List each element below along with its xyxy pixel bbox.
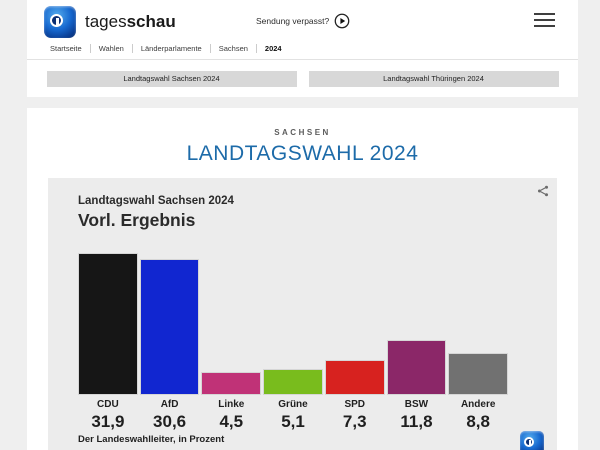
bar-linke xyxy=(201,372,262,395)
party-label: SPD xyxy=(344,399,366,410)
bar-track xyxy=(263,253,323,395)
breadcrumb-startseite[interactable]: Startseite xyxy=(50,44,82,53)
party-value: 8,8 xyxy=(466,412,490,431)
breadcrumb-laenderparlamente[interactable]: Länderparlamente xyxy=(140,44,202,53)
breadcrumb-separator xyxy=(255,44,257,53)
breadcrumb: Startseite Wahlen Länderparlamente Sachs… xyxy=(50,44,290,53)
election-quicklinks: Landtagswahl Sachsen 2024 Landtagswahl T… xyxy=(27,60,578,97)
results-chart-card: Landtagswahl Sachsen 2024 Vorl. Ergebnis… xyxy=(48,178,557,450)
bar-track xyxy=(139,253,200,395)
party-label: Andere xyxy=(460,399,496,410)
party-label: Grüne xyxy=(278,399,308,410)
tagesschau-globe-logo-icon xyxy=(44,6,76,38)
globe-ring xyxy=(50,14,63,27)
bar-track xyxy=(201,253,262,395)
bar-afd xyxy=(139,259,200,395)
party-label: BSW xyxy=(404,399,429,410)
party-value: 30,6 xyxy=(153,412,187,431)
bar-grüne xyxy=(263,369,323,395)
breadcrumb-sachsen[interactable]: Sachsen xyxy=(218,44,248,53)
site-header: tagesschau Sendung verpasst? Startseite … xyxy=(27,0,578,60)
main-content: SACHSEN LANDTAGSWAHL 2024 Landtagswahl S… xyxy=(27,108,578,450)
tagesschau-page: tagesschau Sendung verpasst? Startseite … xyxy=(27,0,578,450)
party-value: 5,1 xyxy=(281,412,305,431)
play-icon[interactable] xyxy=(334,13,350,29)
party-value: 4,5 xyxy=(219,412,244,431)
bar-spd xyxy=(324,360,385,395)
bar-cdu xyxy=(78,253,138,395)
party-value: 7,3 xyxy=(342,412,367,431)
bar-track xyxy=(448,253,509,395)
party-label: AfD xyxy=(160,399,179,410)
chart-title: Landtagswahl Sachsen 2024 xyxy=(78,195,234,207)
party-value: 11,8 xyxy=(400,412,433,431)
share-icon[interactable] xyxy=(534,182,552,200)
bar-chart: CDU 31,9 AfD 30,6 Linke 4,5 Grüne 5,1 SPD 7,3 BSW 1… xyxy=(78,253,509,432)
chart-subtitle: Vorl. Ergebnis xyxy=(78,210,196,230)
chart-column-cdu: CDU 31,9 xyxy=(78,253,138,432)
region-kicker: SACHSEN xyxy=(274,128,331,137)
menu-hamburger-icon[interactable] xyxy=(534,13,555,27)
breadcrumb-separator xyxy=(131,44,133,53)
quicklink-sachsen-button[interactable]: Landtagswahl Sachsen 2024 xyxy=(46,70,297,87)
sendung-verpasst-link[interactable]: Sendung verpasst? xyxy=(256,13,350,29)
chart-source: Der Landeswahlleiter, in Prozent xyxy=(78,434,225,445)
chart-column-spd: SPD 7,3 xyxy=(324,253,385,432)
page-title: LANDTAGSWAHL 2024 xyxy=(186,142,419,165)
brand-wordmark: tagesschau xyxy=(85,12,176,31)
party-value: 31,9 xyxy=(91,412,125,431)
bar-track xyxy=(386,253,447,395)
chart-column-afd: AfD 30,6 xyxy=(139,253,200,432)
chart-column-linke: Linke 4,5 xyxy=(201,253,262,432)
bar-andere xyxy=(448,353,509,395)
chart-column-andere: Andere 8,8 xyxy=(448,253,509,432)
bar-track xyxy=(78,253,138,395)
party-label: CDU xyxy=(97,399,119,410)
sendung-verpasst-label: Sendung verpasst? xyxy=(256,16,330,26)
breadcrumb-2024[interactable]: 2024 xyxy=(264,44,282,53)
section-divider-band xyxy=(27,97,578,108)
bar-track xyxy=(324,253,385,395)
tagesschau-globe-logo-icon xyxy=(520,431,544,450)
brand-home-link[interactable]: tagesschau xyxy=(44,6,176,38)
quicklink-thueringen-button[interactable]: Landtagswahl Thüringen 2024 xyxy=(308,70,559,87)
breadcrumb-separator xyxy=(89,44,91,53)
chart-column-grüne: Grüne 5,1 xyxy=(263,253,323,432)
breadcrumb-separator xyxy=(209,44,211,53)
chart-header: Landtagswahl Sachsen 2024 Vorl. Ergebnis xyxy=(48,178,557,231)
bar-bsw xyxy=(386,340,447,395)
party-label: Linke xyxy=(218,399,245,410)
chart-column-bsw: BSW 11,8 xyxy=(386,253,447,432)
breadcrumb-wahlen[interactable]: Wahlen xyxy=(98,44,124,53)
globe-ring xyxy=(524,437,534,447)
